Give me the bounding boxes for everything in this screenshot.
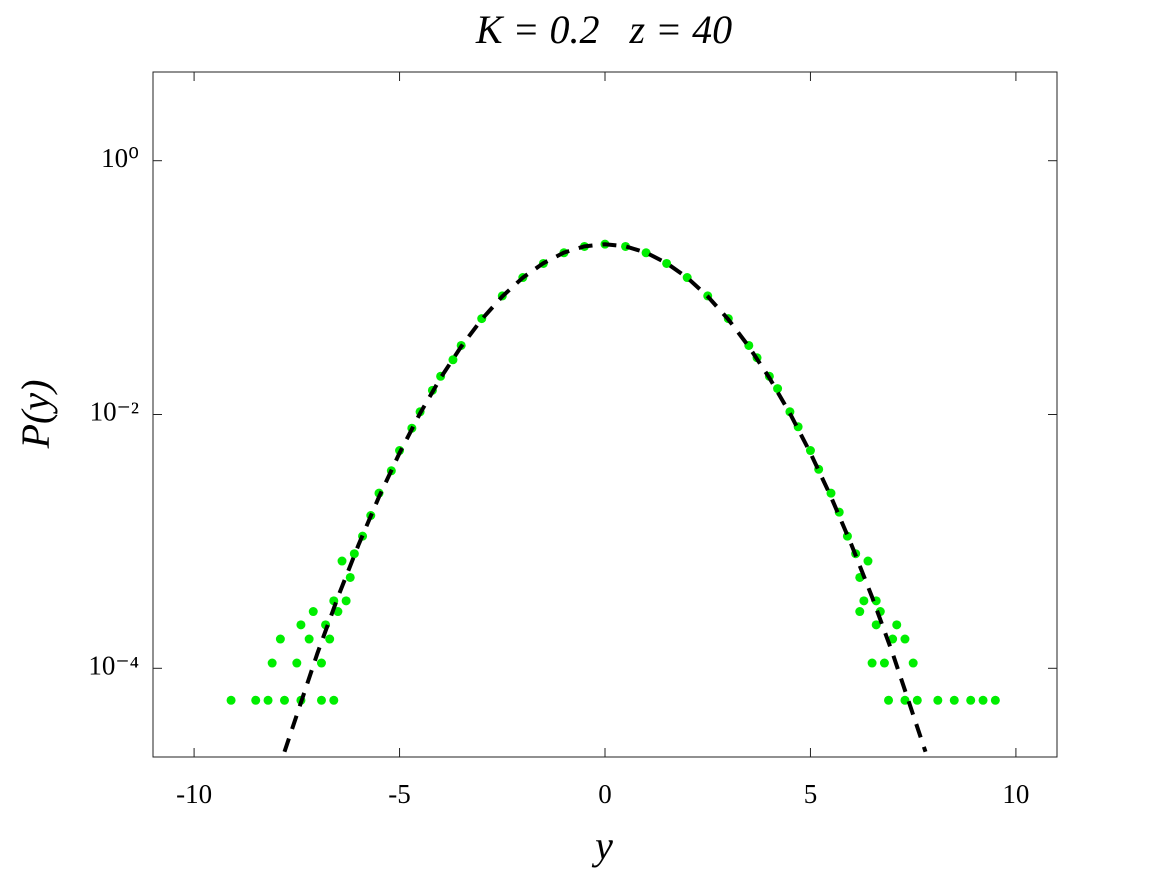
point — [863, 556, 873, 566]
point — [912, 695, 922, 705]
plot-frame — [152, 71, 1058, 758]
point — [345, 572, 355, 582]
y-tick-label: 10⁰ — [101, 143, 139, 173]
point — [900, 634, 910, 644]
point — [316, 658, 326, 668]
point — [341, 596, 351, 606]
point — [641, 248, 651, 258]
point — [226, 695, 236, 705]
point — [292, 658, 302, 668]
x-tick-label: 0 — [598, 779, 612, 809]
point — [879, 658, 889, 668]
chart-title: K = 0.2 z = 40 — [475, 7, 732, 52]
point — [871, 620, 881, 630]
point — [966, 695, 976, 705]
x-tick-label: 10 — [1002, 779, 1029, 809]
point — [304, 634, 314, 644]
point — [888, 634, 898, 644]
point — [296, 620, 306, 630]
point — [826, 488, 836, 498]
point — [263, 695, 273, 705]
point — [978, 695, 988, 705]
y-tick-label: 10⁻² — [90, 397, 139, 427]
y-axis-label: P(y) — [13, 380, 58, 450]
point — [867, 658, 877, 668]
point — [662, 258, 672, 268]
point — [448, 355, 458, 365]
fit-line — [282, 242, 928, 753]
point — [329, 695, 339, 705]
x-tick-label: -10 — [176, 779, 212, 809]
x-tick-label: -5 — [388, 779, 411, 809]
point — [275, 634, 285, 644]
point — [884, 695, 894, 705]
point — [337, 556, 347, 566]
point — [859, 596, 869, 606]
point — [308, 607, 318, 617]
point — [990, 695, 1000, 705]
point — [279, 695, 289, 705]
point — [325, 634, 335, 644]
point — [349, 549, 359, 559]
x-tick-label: 5 — [804, 779, 818, 809]
point — [855, 607, 865, 617]
point — [773, 384, 783, 394]
point — [251, 695, 261, 705]
point — [949, 695, 959, 705]
point — [316, 695, 326, 705]
x-axis-label: y — [591, 823, 613, 868]
point — [892, 620, 902, 630]
point — [908, 658, 918, 668]
point — [267, 658, 277, 668]
point — [805, 446, 815, 456]
y-tick-label: 10⁻⁴ — [88, 651, 139, 681]
point — [933, 695, 943, 705]
point — [333, 607, 343, 617]
